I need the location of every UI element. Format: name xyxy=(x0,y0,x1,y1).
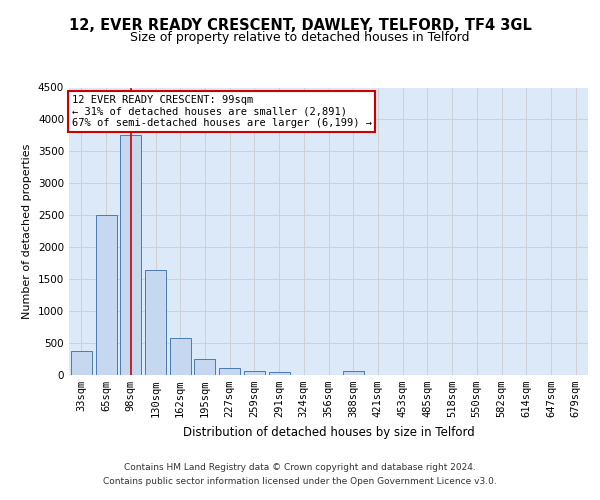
Bar xyxy=(71,351,92,375)
Bar xyxy=(145,270,166,375)
Bar xyxy=(194,359,215,375)
Text: 12 EVER READY CRESCENT: 99sqm
← 31% of detached houses are smaller (2,891)
67% o: 12 EVER READY CRESCENT: 99sqm ← 31% of d… xyxy=(71,94,371,128)
Text: Size of property relative to detached houses in Telford: Size of property relative to detached ho… xyxy=(130,31,470,44)
Text: Contains public sector information licensed under the Open Government Licence v3: Contains public sector information licen… xyxy=(103,477,497,486)
Y-axis label: Number of detached properties: Number of detached properties xyxy=(22,144,32,319)
Bar xyxy=(244,371,265,375)
Text: 12, EVER READY CRESCENT, DAWLEY, TELFORD, TF4 3GL: 12, EVER READY CRESCENT, DAWLEY, TELFORD… xyxy=(68,18,532,32)
Bar xyxy=(219,368,240,375)
Bar xyxy=(170,338,191,375)
Bar xyxy=(95,216,116,375)
X-axis label: Distribution of detached houses by size in Telford: Distribution of detached houses by size … xyxy=(182,426,475,438)
Bar xyxy=(120,136,141,375)
Bar xyxy=(343,371,364,375)
Bar xyxy=(269,372,290,375)
Text: Contains HM Land Registry data © Crown copyright and database right 2024.: Contains HM Land Registry data © Crown c… xyxy=(124,464,476,472)
